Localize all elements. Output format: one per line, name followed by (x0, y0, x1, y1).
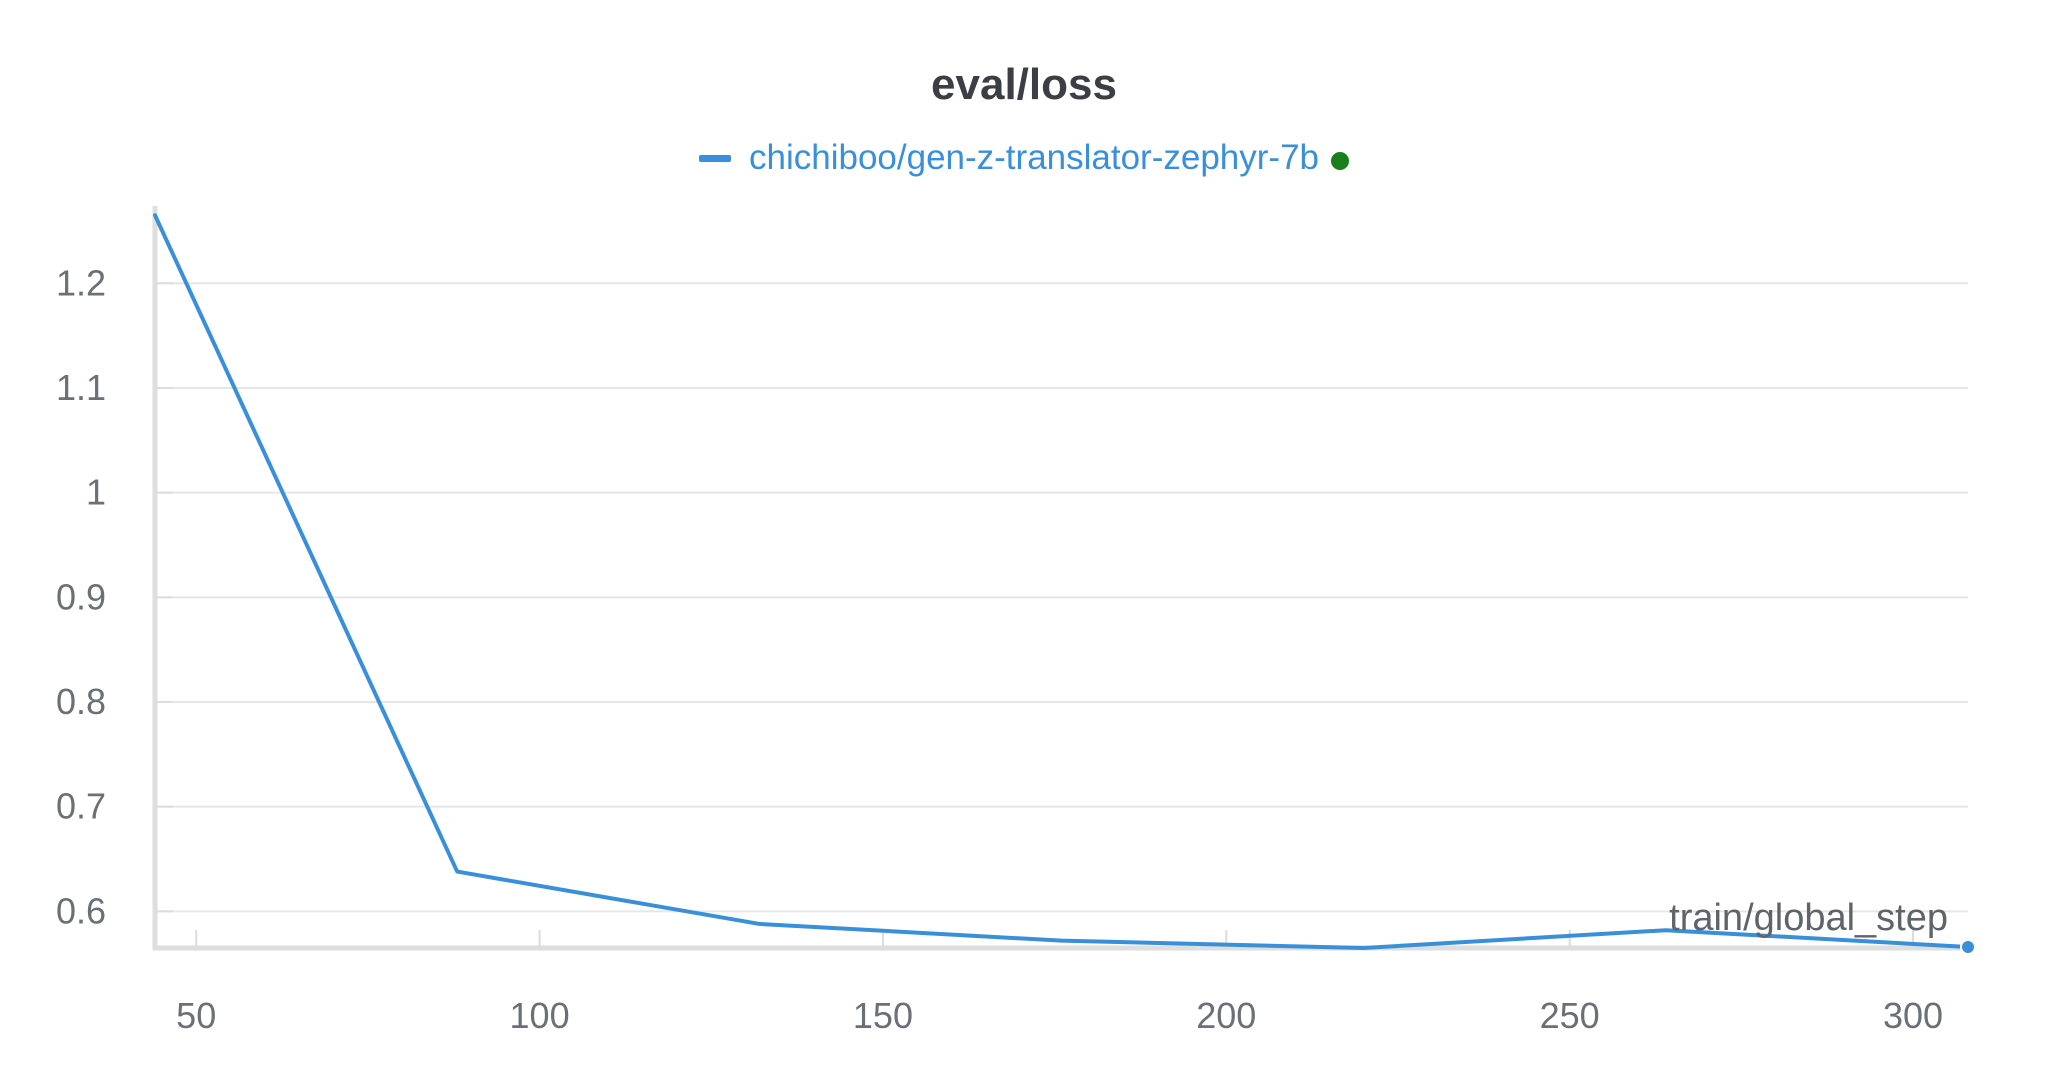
series-last-point[interactable] (1960, 938, 1976, 955)
y-tick-label: 0.8 (56, 681, 106, 722)
y-tick-label: 0.6 (56, 890, 106, 931)
y-tick-label: 1.2 (56, 262, 106, 303)
chart-title: eval/loss (931, 60, 1117, 109)
series-layer (153, 213, 1976, 955)
x-tick-label: 100 (510, 995, 570, 1036)
x-axis-label: train/global_step (1669, 897, 1948, 939)
legend-series-label[interactable]: chichiboo/gen-z-translator-zephyr-7b (749, 138, 1319, 177)
x-tick-label: 150 (853, 995, 913, 1036)
y-axis-ticks: 0.6 0.7 0.8 0.9 1 1.1 1.2 (56, 262, 173, 931)
axes (152, 206, 1968, 951)
y-tick-label: 1 (86, 472, 106, 513)
x-tick-label: 250 (1540, 995, 1600, 1036)
run-status-dot-icon (1331, 152, 1349, 170)
x-tick-label: 300 (1883, 995, 1943, 1036)
x-tick-label: 50 (176, 995, 216, 1036)
x-tick-label: 200 (1196, 995, 1256, 1036)
y-tick-label: 0.7 (56, 786, 106, 827)
legend-series-swatch (699, 154, 731, 162)
series-line[interactable] (153, 213, 1970, 950)
legend[interactable]: chichiboo/gen-z-translator-zephyr-7b (0, 138, 2048, 178)
y-tick-label: 1.1 (56, 367, 106, 408)
x-axis-ticks: 50 100 150 200 250 300 (176, 930, 1943, 1036)
y-tick-label: 0.9 (56, 576, 106, 617)
grid-lines (155, 282, 1968, 913)
